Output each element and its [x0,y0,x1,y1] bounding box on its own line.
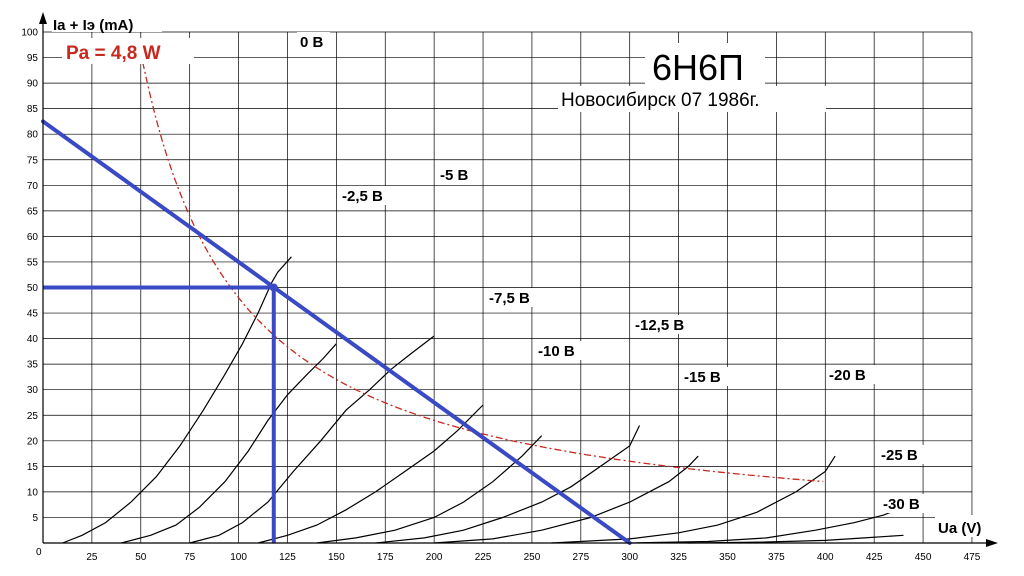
x-tick-label: 350 [719,552,736,563]
curve-label: -25 В [881,447,918,464]
x-tick-label: 150 [328,552,345,563]
x-axis-arrow [986,539,998,547]
curve-label: -2,5 В [342,188,383,205]
anode-curves [62,256,904,544]
curve-label-bg [878,445,929,464]
y-tick-label: 10 [27,487,39,498]
x-tick-label: 400 [817,552,834,563]
x-tick-label: 125 [279,552,296,563]
y-tick-label: 50 [27,283,39,294]
x-tick-label: 325 [670,552,687,563]
curve-label-bg [486,288,546,307]
chart-subtitle: Новосибирск 07 1986г. [561,90,760,111]
curve-label: 0 В [300,34,324,51]
x-tick-label: 250 [524,552,541,563]
y-tick-label: 15 [27,462,39,473]
anode-curve [375,425,641,544]
y-tick-label: 5 [32,513,38,524]
curve-label-bg [826,365,877,384]
anode-curve [434,455,699,544]
x-tick-label: 475 [964,552,981,563]
anode-curve [62,256,292,544]
curve-label-bg [880,494,931,513]
anode-curve [551,455,836,544]
chart-title: 6Н6П [652,47,744,88]
curve-label-bg [632,315,701,334]
y-tick-label: 60 [27,232,39,243]
x-tick-label: 425 [866,552,883,563]
curve-label-bg [681,367,732,386]
curve-label-bg [535,341,586,360]
power-hyperbola [142,61,824,483]
y-tick-label: 35 [27,360,39,371]
curve-label: -10 В [538,343,575,360]
anode-curve [629,506,904,544]
y-tick-label: 75 [27,155,39,166]
curve-label-bg [297,32,330,51]
curve-labels: 0 В -2,5 В -5 В -7,5 В -10 В -12,5 В -15 В -20 … [297,32,931,513]
curve-label: -30 В [883,496,920,513]
y-tick-label: 65 [27,206,39,217]
origin-label: 0 [36,547,42,558]
y-tick-label: 80 [27,130,39,141]
curve-label: -20 В [829,367,866,384]
operating-point [269,283,278,292]
grid [43,31,973,543]
curve-label: -5 В [440,167,469,184]
y-tick-label: 55 [27,257,39,268]
anode-curve [189,335,435,544]
y-tick-label: 30 [27,385,39,396]
y-tick-label: 90 [27,79,39,90]
x-tick-label: 225 [475,552,492,563]
y-axis-title: Ia + Iэ (mA) [53,17,133,34]
x-tick-label: 375 [768,552,785,563]
curve-label: -7,5 В [489,290,530,307]
x-tick-label: 175 [377,552,394,563]
y-tick-label: 95 [27,53,39,64]
curve-label: -12,5 В [635,317,684,334]
y-tick-label: 45 [27,309,39,320]
x-tick-label: 75 [184,552,196,563]
anode-curve [316,435,543,544]
power-curve-label: Pa = 4,8 W [66,43,161,64]
axes: Ia + Iэ (mA) Ua (V) 0 [36,12,998,558]
x-tick-label: 50 [135,552,147,563]
title-block: 6Н6П Новосибирск 07 1986г. Pa = 4,8 W [62,38,826,112]
x-tick-label: 200 [426,552,443,563]
load-line-group [41,119,632,545]
curve-label-bg [437,165,479,184]
x-tick-label: 300 [621,552,638,563]
y-tick-label: 40 [27,334,39,345]
x-axis-title: Ua (V) [938,520,981,537]
curve-label: -15 В [684,369,721,386]
y-tick-label: 20 [27,436,39,447]
load-line [41,119,632,545]
x-tick-label: 25 [86,552,98,563]
y-tick-label: 100 [21,28,38,39]
anode-curve [121,343,337,544]
x-tick-label: 100 [230,552,247,563]
power-dissipation-curve [142,61,824,483]
x-tick-label: 450 [915,552,932,563]
y-tick-label: 70 [27,181,39,192]
anode-curve [688,534,904,544]
x-tick-label: 275 [572,552,589,563]
tick-labels: 25 50 75 100 125 150 175 200 225 250 275 300 325 350 3… [21,28,980,564]
y-axis-arrow [39,12,47,24]
y-tick-label: 85 [27,104,39,115]
anode-curve [257,404,484,544]
y-tick-label: 25 [27,411,39,422]
curve-label-bg [339,186,399,205]
